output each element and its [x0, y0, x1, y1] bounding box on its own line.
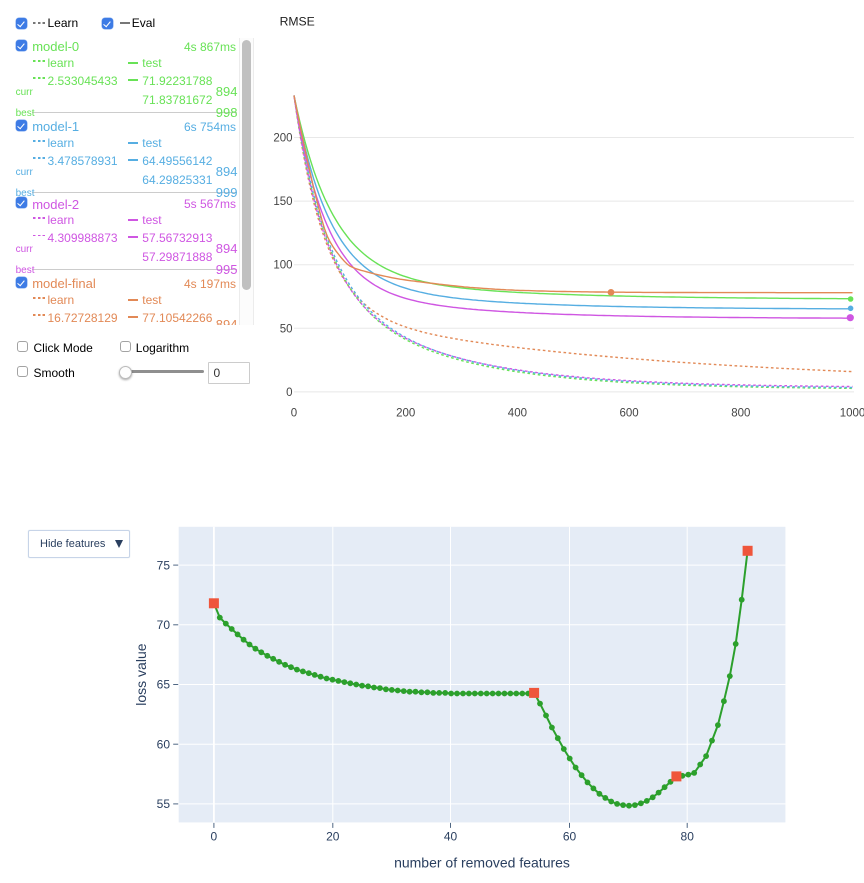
- svg-text:200: 200: [273, 133, 292, 145]
- svg-text:55: 55: [157, 797, 171, 811]
- svg-text:600: 600: [620, 408, 639, 420]
- svg-text:0: 0: [291, 408, 297, 420]
- svg-text:1000: 1000: [840, 408, 864, 420]
- svg-text:400: 400: [508, 408, 527, 420]
- svg-text:200: 200: [396, 408, 415, 420]
- svg-text:75: 75: [157, 558, 171, 572]
- svg-text:70: 70: [157, 618, 171, 632]
- svg-text:60: 60: [157, 737, 171, 751]
- svg-text:0: 0: [286, 387, 292, 399]
- svg-text:20: 20: [326, 829, 340, 843]
- svg-text:80: 80: [681, 829, 695, 843]
- svg-text:100: 100: [273, 260, 292, 272]
- svg-text:800: 800: [731, 408, 750, 420]
- svg-text:0: 0: [211, 829, 218, 843]
- svg-text:40: 40: [444, 829, 458, 843]
- svg-text:RMSE: RMSE: [280, 15, 315, 29]
- svg-text:65: 65: [157, 678, 171, 692]
- svg-text:60: 60: [563, 829, 577, 843]
- svg-text:50: 50: [280, 323, 293, 335]
- svg-text:150: 150: [273, 196, 292, 208]
- svg-text:loss value: loss value: [133, 643, 149, 705]
- svg-text:number of removed features: number of removed features: [394, 855, 570, 871]
